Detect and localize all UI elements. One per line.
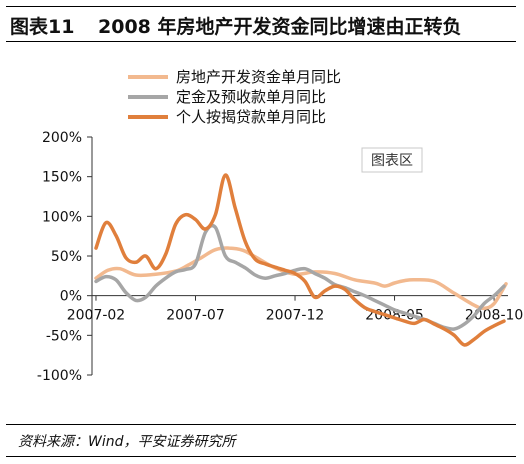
y-tick-label: -100% (37, 368, 82, 384)
footer-top-rule (6, 424, 516, 425)
y-tick-label: 200% (42, 130, 82, 146)
y-tick-label: 150% (42, 170, 82, 186)
legend-label: 个人按揭贷款单月同比 (176, 108, 326, 126)
watermark-label: 图表区 (371, 153, 413, 169)
chart-ticks: -100% -50% 0% 50% 100% 150% 200% 2007-02 2007-07… (37, 130, 523, 384)
series-line (94, 173, 506, 347)
y-tick-label: 100% (42, 209, 82, 225)
y-tick-label: -50% (46, 328, 82, 344)
footer-bottom-rule (6, 456, 516, 457)
chart-axes (91, 137, 508, 375)
header-bottom-rule (6, 41, 516, 42)
source-note: 资料来源：Wind，平安证券研究所 (18, 434, 236, 450)
figure-label: 图表11 (10, 16, 75, 38)
x-tick-label: 2007-07 (166, 308, 225, 324)
x-tick-label: 2007-12 (266, 308, 325, 324)
watermark: 图表区 (361, 147, 423, 173)
figure-title: 2008 年房地产开发资金同比增速由正转负 (98, 16, 462, 38)
chart-series (94, 173, 508, 347)
series-line (94, 246, 508, 311)
legend-label: 房地产开发资金单月同比 (176, 68, 341, 86)
legend-label: 定金及预收款单月同比 (176, 88, 326, 106)
header-top-rule (6, 6, 516, 7)
x-tick-label: 2007-02 (67, 308, 126, 324)
y-tick-label: 50% (51, 249, 82, 265)
y-tick-label: 0% (60, 289, 82, 305)
